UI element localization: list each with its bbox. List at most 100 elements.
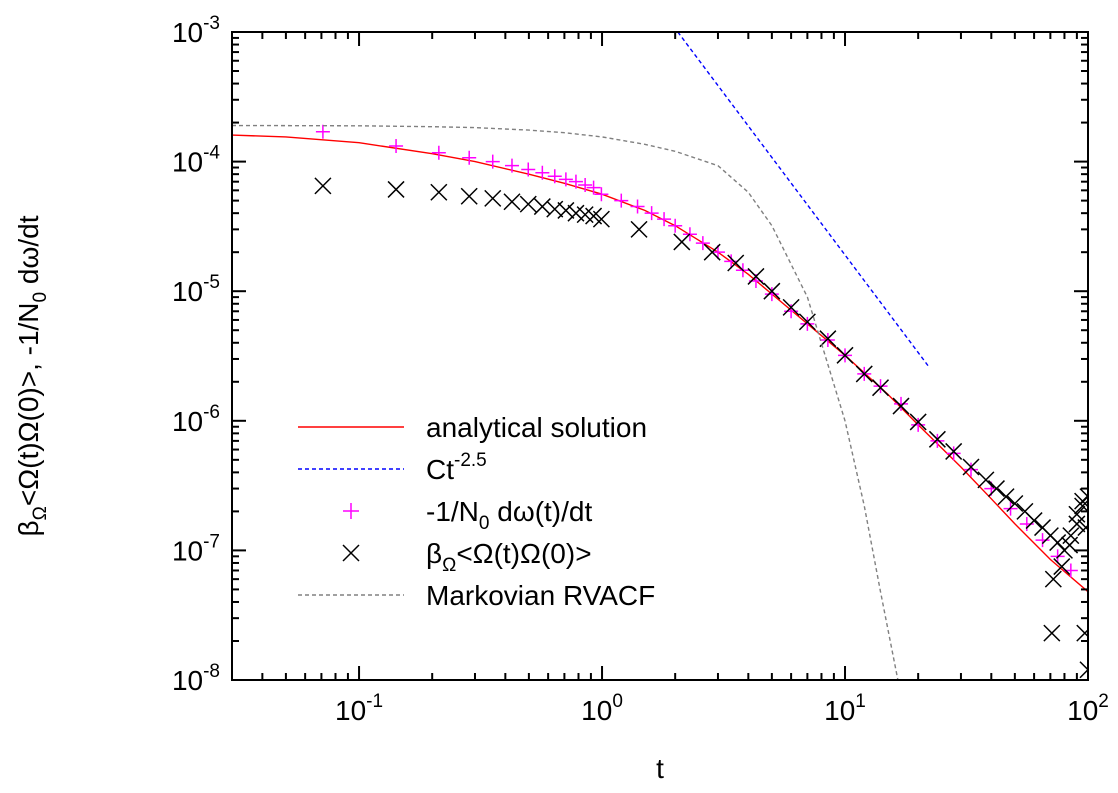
data-point xyxy=(962,458,980,476)
data-point xyxy=(703,243,721,261)
data-point xyxy=(578,177,593,192)
data-point xyxy=(894,396,909,411)
legend-item: analytical solution xyxy=(298,412,647,443)
data-point xyxy=(519,195,537,213)
data-point xyxy=(576,206,594,224)
data-point xyxy=(1079,488,1088,506)
data-point xyxy=(695,236,710,251)
data-point xyxy=(503,193,521,211)
data-point xyxy=(1076,624,1088,642)
data-point xyxy=(871,379,890,397)
legend-label: Ct-2.5 xyxy=(426,450,487,485)
data-point xyxy=(763,282,781,300)
legend-label: βΩ<Ω(t)Ω(0)> xyxy=(426,538,592,576)
data-point xyxy=(724,254,739,269)
data-point xyxy=(930,433,945,448)
legend-item: βΩ<Ω(t)Ω(0)> xyxy=(342,538,592,576)
data-point xyxy=(594,187,609,202)
data-point xyxy=(1077,519,1088,537)
data-point xyxy=(430,183,448,201)
y-tick-label: 10-7 xyxy=(172,531,220,566)
data-point xyxy=(747,267,765,285)
data-point xyxy=(533,198,551,216)
data-point xyxy=(946,446,961,461)
data-point xyxy=(836,346,854,364)
data-point xyxy=(546,200,564,218)
data-point xyxy=(431,145,446,160)
data-point xyxy=(586,180,601,195)
data-point xyxy=(1068,505,1086,523)
legend-item: Ct-2.5 xyxy=(298,450,487,485)
data-point xyxy=(819,330,837,348)
data-point xyxy=(314,177,332,195)
legend-item: -1/N0 dω(t)/dt xyxy=(343,496,592,534)
data-point xyxy=(568,174,583,189)
ticks-layer: 10-1 100 101 102 10-8 10-7 10-6 10-5 10-4 10-3 xyxy=(172,13,1109,726)
plot-area xyxy=(232,32,1088,680)
legend-swatch xyxy=(343,503,359,519)
series-ct xyxy=(677,32,929,367)
data-point xyxy=(630,199,645,214)
y-tick-label: 10-3 xyxy=(172,13,220,48)
plot-frame xyxy=(231,31,1089,681)
data-point xyxy=(1044,570,1062,588)
data-point xyxy=(1079,661,1088,679)
y-tick-label: 10-6 xyxy=(172,402,220,437)
legend: analytical solution Ct-2.5 -1/N0 dω(t)/dt β… xyxy=(298,412,655,611)
y-axis-label: βΩ<Ω(t)Ω(0)>, -1/N0 dω/dt xyxy=(13,215,51,536)
data-point xyxy=(1043,624,1061,642)
data-point xyxy=(673,233,691,251)
x-tick-label: 10-1 xyxy=(335,691,383,726)
data-point xyxy=(892,397,910,415)
data-point xyxy=(987,480,1005,498)
series-line-ct xyxy=(677,32,929,367)
data-point xyxy=(997,488,1015,506)
series-analytical-solution xyxy=(232,134,1088,593)
x-axis-label: t xyxy=(656,753,664,784)
y-tick-label: 10-8 xyxy=(172,661,220,696)
data-point xyxy=(911,417,926,432)
legend-swatch xyxy=(342,544,360,562)
data-point xyxy=(1035,533,1050,548)
legend-label: Markovian RVACF xyxy=(426,580,655,611)
data-point xyxy=(710,245,725,260)
series-layer xyxy=(232,32,1088,680)
data-point xyxy=(504,158,519,173)
legend-label: -1/N0 dω(t)/dt xyxy=(426,496,592,534)
data-point xyxy=(873,379,888,394)
x-tick-label: 101 xyxy=(824,691,866,726)
data-point xyxy=(484,189,502,207)
data-point xyxy=(1006,494,1024,513)
data-point xyxy=(668,218,683,233)
data-point xyxy=(820,333,835,348)
legend-item: Markovian RVACF xyxy=(298,580,655,611)
data-point xyxy=(557,201,575,219)
data-point xyxy=(727,254,745,272)
series-t-0 xyxy=(314,177,1088,679)
data-point xyxy=(764,287,779,302)
data-point xyxy=(315,124,330,139)
data-point xyxy=(387,180,405,198)
data-point xyxy=(521,162,536,177)
data-point xyxy=(558,172,573,187)
legend-label: analytical solution xyxy=(426,412,647,443)
data-point xyxy=(1025,512,1043,530)
data-point xyxy=(657,212,672,227)
data-point xyxy=(592,210,610,228)
data-point xyxy=(614,193,629,208)
y-tick-label: 10-4 xyxy=(172,143,220,178)
data-point xyxy=(782,298,800,316)
y-tick-label: 10-5 xyxy=(172,272,220,307)
data-point xyxy=(945,442,963,460)
data-point xyxy=(1053,558,1071,576)
data-point xyxy=(630,220,648,238)
data-point xyxy=(460,187,478,205)
data-point xyxy=(964,462,979,477)
data-point xyxy=(928,430,946,448)
data-point xyxy=(535,165,550,180)
data-point xyxy=(798,313,816,331)
x-tick-label: 102 xyxy=(1067,691,1109,726)
data-point xyxy=(389,138,404,153)
data-point xyxy=(485,154,500,169)
series-line-analytical-solution xyxy=(232,134,1088,593)
